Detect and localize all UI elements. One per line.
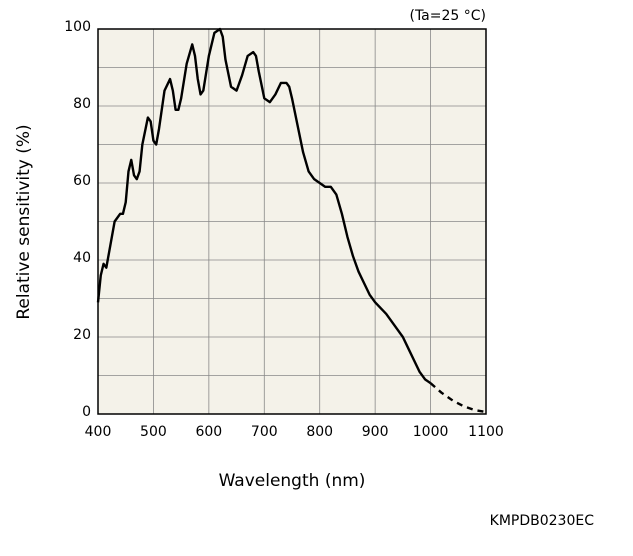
x-tick-label: 500 — [140, 424, 167, 440]
y-tick-label: 100 — [64, 19, 91, 35]
sensitivity-curve — [429, 382, 487, 414]
y-tick-label: 40 — [73, 250, 91, 266]
y-tick-label: 0 — [82, 404, 91, 420]
y-tick-label: 60 — [73, 173, 91, 189]
plot-border — [97, 28, 487, 415]
y-tick-label: 80 — [73, 96, 91, 112]
annotation: (Ta=25 °C) — [409, 8, 486, 24]
x-tick-label: 600 — [195, 424, 222, 440]
x-tick-label: 1100 — [468, 424, 504, 440]
x-tick-label: 1000 — [413, 424, 449, 440]
figure-code: KMPDB0230EC — [490, 513, 595, 529]
x-tick-label: 900 — [362, 424, 389, 440]
sensitivity-curve — [96, 27, 432, 385]
x-tick-label: 400 — [85, 424, 112, 440]
x-axis-label: Wavelength (nm) — [219, 471, 366, 491]
x-tick-label: 700 — [251, 424, 278, 440]
y-axis-label: Relative sensitivity (%) — [14, 124, 34, 319]
y-tick-label: 20 — [73, 327, 91, 343]
x-tick-label: 800 — [306, 424, 333, 440]
